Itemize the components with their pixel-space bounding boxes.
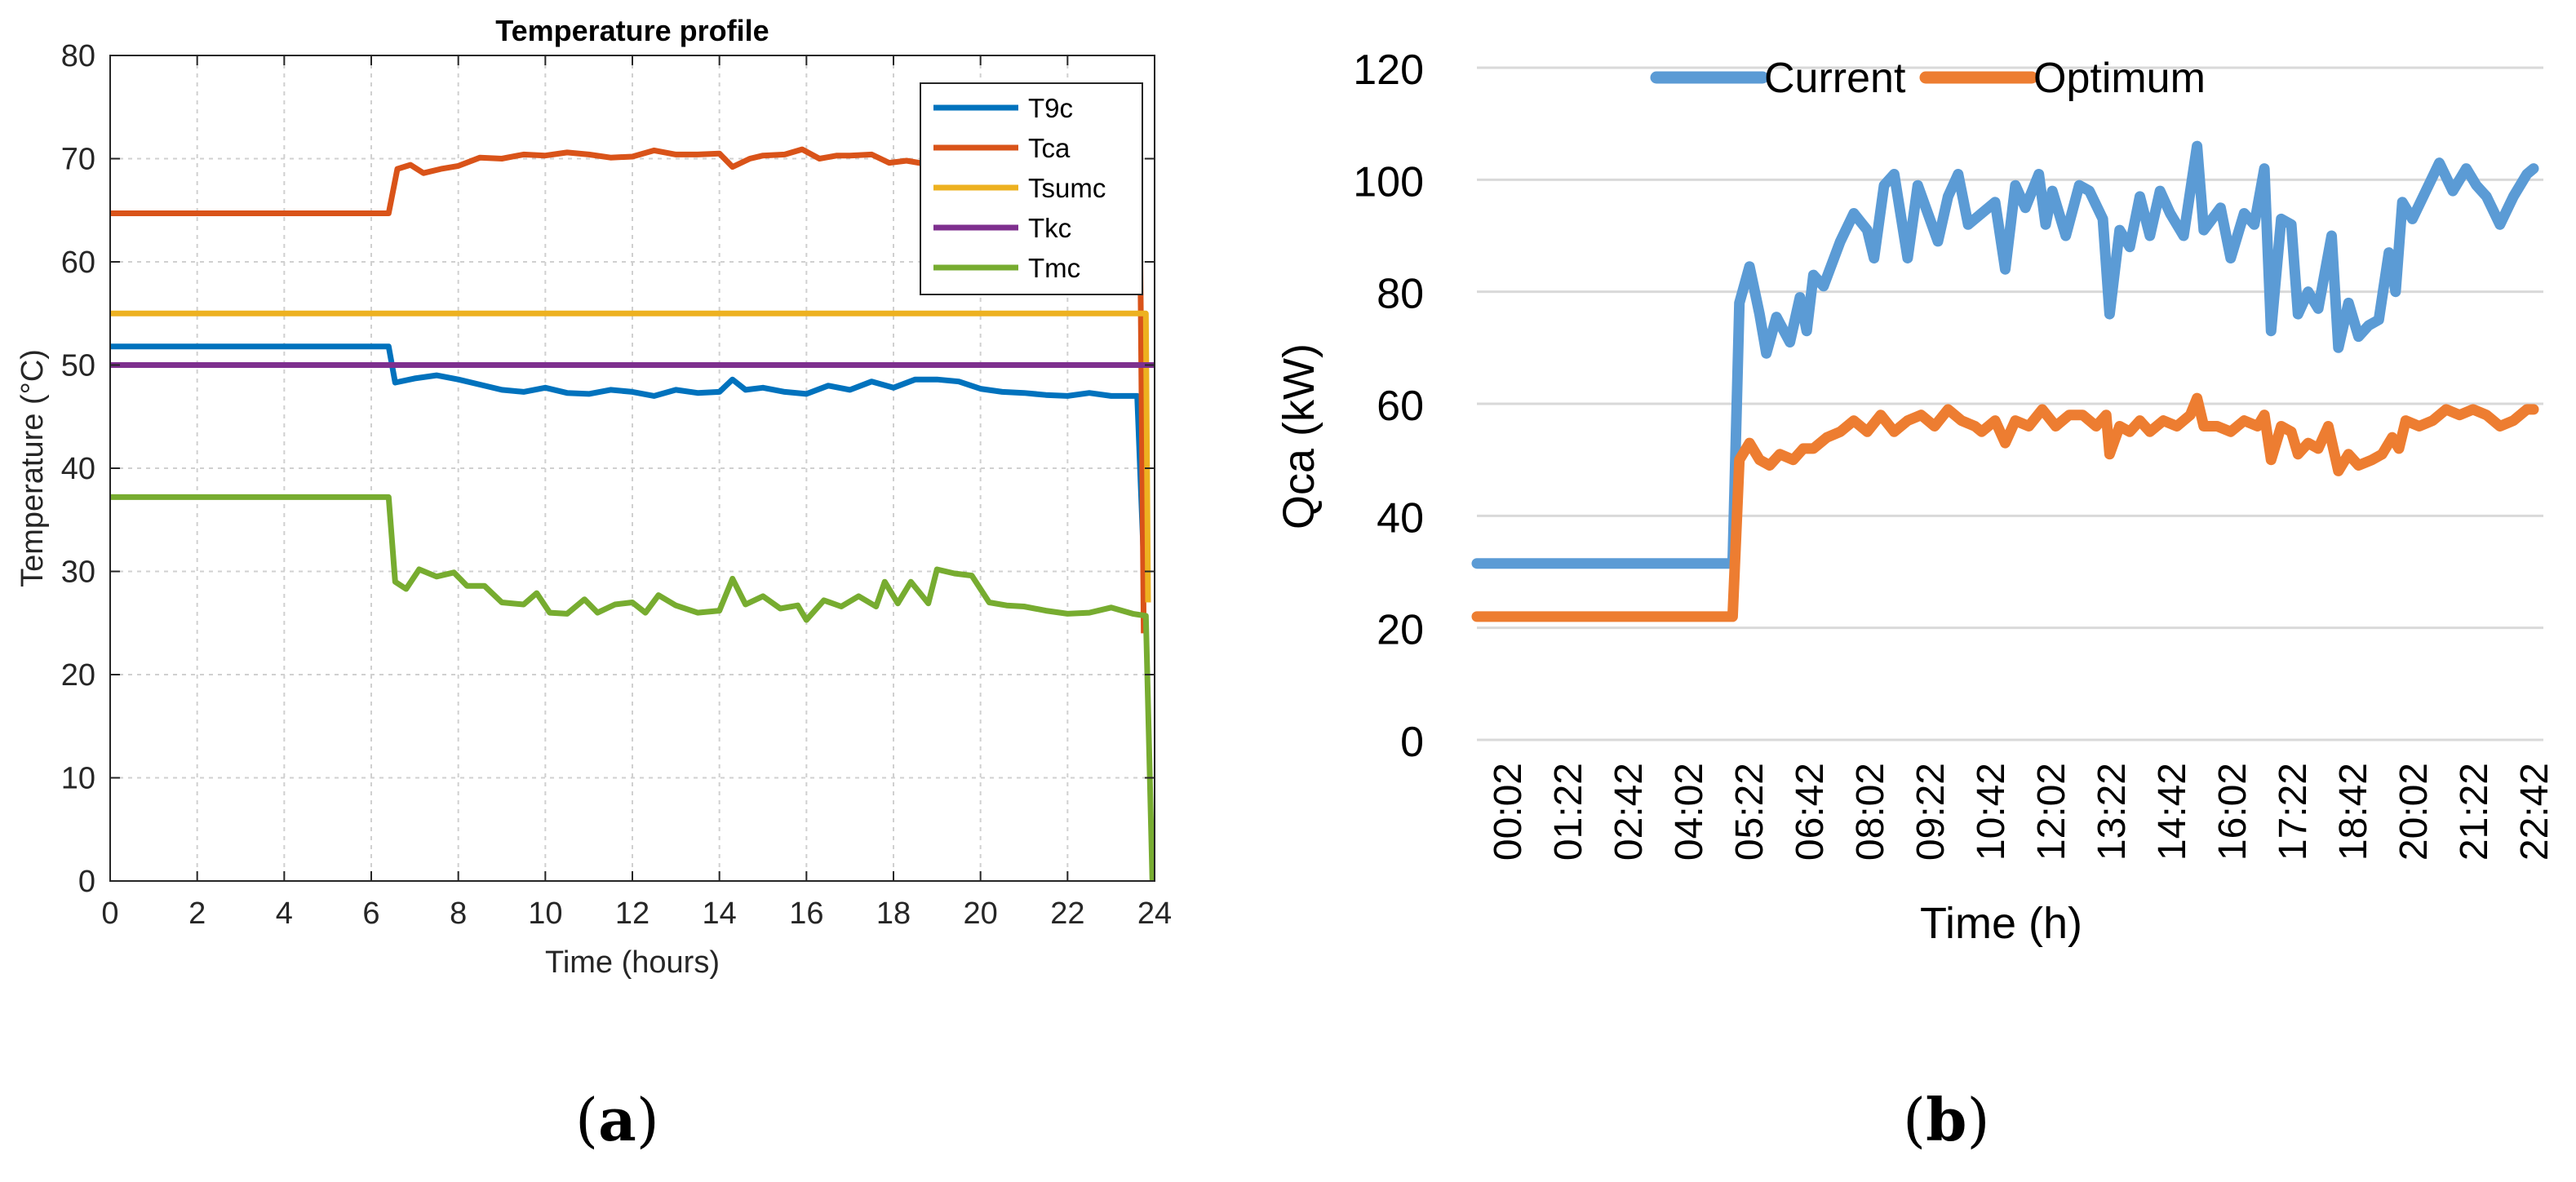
y-axis-label: Qca (kW) xyxy=(1275,343,1323,529)
x-tick-label: 22 xyxy=(1050,896,1084,931)
y-tick-label: 80 xyxy=(61,39,95,73)
x-tick-label: 21:22 xyxy=(2453,763,2496,861)
x-tick-label: 14 xyxy=(703,896,737,931)
legend-label-T9c: T9c xyxy=(1028,93,1073,123)
x-tick-label: 2 xyxy=(188,896,206,931)
x-tick-label: 10 xyxy=(528,896,562,931)
x-tick-label: 04:02 xyxy=(1668,763,1711,861)
legend-label-Optimum: Optimum xyxy=(2033,55,2206,102)
y-tick-label: 60 xyxy=(61,246,95,280)
y-tick-label: 0 xyxy=(78,865,95,899)
x-tick-label: 16:02 xyxy=(2211,763,2255,861)
x-axis-label: Time (h) xyxy=(1920,899,2082,948)
series-line-Current xyxy=(1471,140,2539,569)
x-tick-label: 0 xyxy=(101,896,118,931)
series-line-T9c xyxy=(110,343,1147,561)
x-tick-label: 24 xyxy=(1137,896,1172,931)
y-tick-label: 40 xyxy=(61,452,95,486)
x-tick-label: 22:42 xyxy=(2513,763,2556,861)
x-tick-label: 13:22 xyxy=(2091,763,2134,861)
series-line-Tmc xyxy=(110,494,1155,882)
x-tick-label: 17:22 xyxy=(2272,763,2315,861)
series-line-Optimum xyxy=(1471,392,2539,622)
legend-label-Current: Current xyxy=(1764,55,1906,102)
y-tick-label: 20 xyxy=(61,658,95,693)
x-tick-label: 09:22 xyxy=(1909,763,1953,861)
x-tick-label: 00:02 xyxy=(1487,763,1530,861)
x-tick-label: 18 xyxy=(876,896,911,931)
y-tick-label: 70 xyxy=(61,143,95,177)
x-tick-label: 8 xyxy=(450,896,467,931)
x-tick-label: 01:22 xyxy=(1547,763,1590,861)
legend-label-Tmc: Tmc xyxy=(1028,253,1080,283)
x-tick-label: 02:42 xyxy=(1607,763,1651,861)
panel-label-b: (b) xyxy=(1903,1085,1990,1154)
x-tick-label: 05:22 xyxy=(1728,763,1771,861)
y-tick-label: 30 xyxy=(61,556,95,590)
x-axis-label: Time (hours) xyxy=(545,945,720,980)
x-tick-label: 08:02 xyxy=(1849,763,1892,861)
x-tick-label: 16 xyxy=(789,896,823,931)
x-tick-label: 10:42 xyxy=(1970,763,2013,861)
y-tick-label: 50 xyxy=(61,349,95,383)
y-tick-label: 10 xyxy=(61,762,95,796)
y-tick-label: 60 xyxy=(1377,383,1424,430)
y-tick-label: 40 xyxy=(1377,494,1424,542)
x-tick-label: 6 xyxy=(362,896,379,931)
legend-label-Tkc: Tkc xyxy=(1028,213,1071,243)
chart-title: Temperature profile xyxy=(495,14,769,47)
y-tick-label: 120 xyxy=(1353,46,1424,94)
x-tick-label: 12:02 xyxy=(2030,763,2073,861)
legend-label-Tsumc: Tsumc xyxy=(1028,173,1106,203)
y-axis-label: Temperature (°C) xyxy=(16,349,50,587)
panel-label-a: (a) xyxy=(575,1085,659,1154)
x-tick-label: 20:02 xyxy=(2392,763,2436,861)
qca-chart: 0 20 40 60 80 100 120 00:02 01:22 02:42 04:02 05:22… xyxy=(1275,46,2556,948)
x-tick-label: 20 xyxy=(964,896,998,931)
y-tick-label: 20 xyxy=(1377,607,1424,654)
x-tick-label: 4 xyxy=(276,896,293,931)
x-tick-label: 12 xyxy=(615,896,650,931)
x-tick-label: 06:42 xyxy=(1789,763,1832,861)
series-line-Tsumc xyxy=(110,310,1151,603)
legend-label-Tca: Tca xyxy=(1028,133,1071,163)
x-tick-label: 18:42 xyxy=(2332,763,2375,861)
y-tick-label: 100 xyxy=(1353,158,1424,206)
x-tick-label: 14:42 xyxy=(2151,763,2194,861)
y-tick-label: 0 xyxy=(1400,719,1424,766)
y-tick-label: 80 xyxy=(1377,271,1424,318)
temperature-profile-chart: 0 2 4 6 8 10 12 14 16 18 20 22 2401020304050607080Te… xyxy=(16,14,1172,980)
